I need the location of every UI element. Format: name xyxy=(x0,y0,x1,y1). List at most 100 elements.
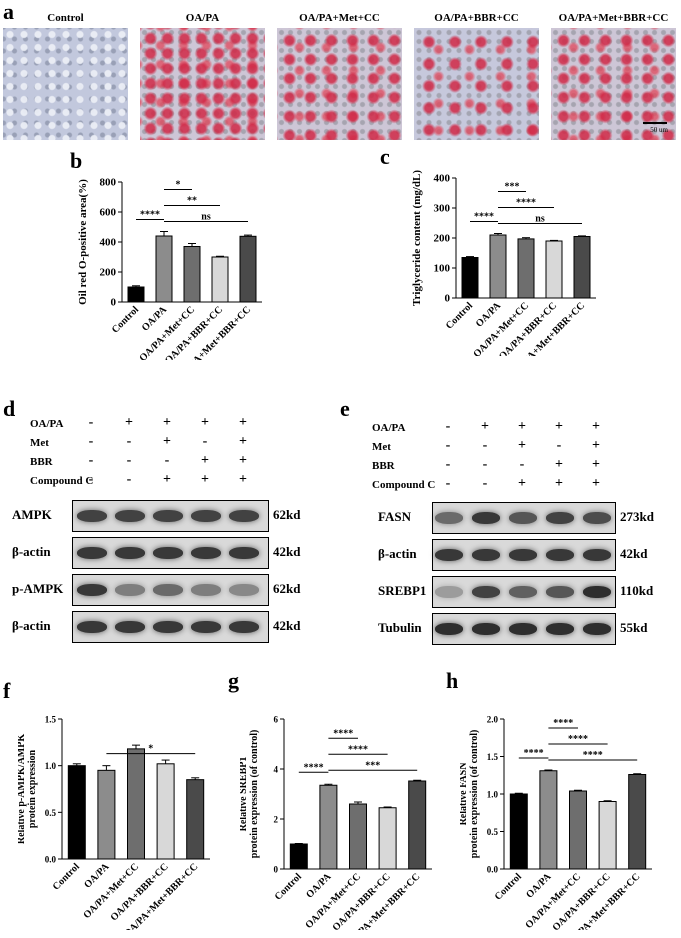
blot-band xyxy=(509,586,537,598)
treatment-sign: - xyxy=(126,453,132,468)
y-tick-label: 600 xyxy=(100,207,117,219)
treatment-sign: - xyxy=(445,419,451,434)
blot-strip xyxy=(72,574,269,606)
treatment-sign: + xyxy=(239,434,247,449)
blot-strip xyxy=(432,539,616,571)
blot-band xyxy=(583,512,611,524)
treatment-sign: - xyxy=(482,457,488,472)
panel-label-b: b xyxy=(70,148,83,173)
y-tick-label: 1.0 xyxy=(487,790,499,800)
treatment-label: Compound C xyxy=(372,479,436,491)
bar xyxy=(489,234,507,299)
treatment-sign: - xyxy=(164,453,170,468)
blot-band xyxy=(546,549,574,561)
blot-band xyxy=(472,549,500,561)
blot-band xyxy=(435,586,463,598)
panel-label-c: c xyxy=(380,144,390,169)
blot-band xyxy=(153,547,183,559)
y-axis-label: Oil red O-positive area(%) xyxy=(77,179,89,305)
treatment-sign: - xyxy=(202,434,208,449)
scale-bar-label: 50 um xyxy=(650,126,668,134)
treatment-sign: - xyxy=(482,438,488,453)
treatment-sign: + xyxy=(592,457,600,472)
blot-band xyxy=(77,547,107,559)
significance-label: **** xyxy=(140,210,160,221)
micrograph-label-met-cc: OA/PA+Met+CC xyxy=(299,12,380,24)
blot-band xyxy=(153,584,183,596)
panel-label-h: h xyxy=(446,668,459,693)
blot-band xyxy=(191,510,221,522)
blot-band xyxy=(435,512,463,524)
chart-g: 0 2 4 6 Relative SREBP1protein expression (o… xyxy=(240,715,432,930)
significance-label: **** xyxy=(474,212,494,223)
micrograph-oapa xyxy=(140,28,265,140)
blot-band xyxy=(153,621,183,633)
bar xyxy=(211,256,229,303)
significance-label: **** xyxy=(304,762,324,773)
significance-label: **** xyxy=(553,718,573,729)
scale-bar xyxy=(643,122,667,124)
category-label: OA/PA+Met+CC xyxy=(523,871,583,930)
significance-label: ns xyxy=(535,214,545,225)
y-tick-label: 800 xyxy=(100,177,117,189)
blot-band xyxy=(115,621,145,633)
treatment-sign: + xyxy=(518,476,526,491)
bar xyxy=(127,748,145,860)
blot-band xyxy=(77,584,107,596)
y-tick-label: 200 xyxy=(434,233,451,245)
bar xyxy=(156,763,175,860)
y-tick-label: 0.5 xyxy=(487,827,499,837)
treatment-sign: - xyxy=(88,453,94,468)
significance-label: *** xyxy=(505,182,520,193)
blot-band xyxy=(77,621,107,633)
blot-band xyxy=(435,623,463,635)
blot-size-label: 42kd xyxy=(620,546,648,561)
blot-strip xyxy=(72,537,269,569)
treatment-sign: + xyxy=(555,476,563,491)
blot-protein-label: FASN xyxy=(378,509,411,524)
micrograph-label-met-bbr-cc: OA/PA+Met+BBR+CC xyxy=(558,12,669,24)
blot-band xyxy=(229,621,259,633)
blot-band xyxy=(115,584,145,596)
blot-size-label: 55kd xyxy=(620,620,648,635)
bar xyxy=(461,257,479,299)
y-tick-label: 400 xyxy=(100,237,117,249)
category-label: Control xyxy=(444,300,475,331)
treatment-label: Compound C xyxy=(30,475,94,487)
bar xyxy=(509,793,528,870)
y-tick-label: 1.0 xyxy=(45,761,57,771)
blot-protein-label: p-AMPK xyxy=(12,581,64,596)
chart-b: 0 200 400 600 800 Oil red O-positive area(%) C… xyxy=(77,177,262,360)
blot-strip xyxy=(432,502,616,534)
blot-band xyxy=(546,512,574,524)
blot-band xyxy=(77,510,107,522)
blot-band xyxy=(435,549,463,561)
panel-label-e: e xyxy=(340,396,350,421)
bar xyxy=(573,236,591,299)
treatment-sign: - xyxy=(445,476,451,491)
blot-size-label: 110kd xyxy=(620,583,654,598)
blot-band xyxy=(583,549,611,561)
y-tick-label: 0 xyxy=(111,297,117,309)
blot-size-label: 273kd xyxy=(620,509,654,524)
blot-protein-label: Tubulin xyxy=(378,620,422,635)
bar xyxy=(239,235,257,303)
blot-band xyxy=(509,512,537,524)
y-axis-label: Relative p-AMPK/AMPKprotein expression xyxy=(18,734,38,844)
y-tick-label: 6 xyxy=(274,715,279,725)
y-axis-label-line: Relative FASN xyxy=(460,762,469,826)
y-tick-label: 400 xyxy=(434,173,451,185)
bar xyxy=(569,790,587,870)
y-tick-label: 2.0 xyxy=(487,715,499,725)
significance-label: **** xyxy=(516,198,536,209)
y-tick-label: 300 xyxy=(434,203,451,215)
bar xyxy=(598,801,617,870)
blot-protein-label: SREBP1 xyxy=(378,583,427,598)
treatment-sign: + xyxy=(592,438,600,453)
blot-protein-label: AMPK xyxy=(12,507,52,522)
significance-label: **** xyxy=(568,734,588,745)
blot-strip xyxy=(72,500,269,532)
treatment-sign: + xyxy=(163,472,171,487)
y-tick-label: 4 xyxy=(274,765,279,775)
